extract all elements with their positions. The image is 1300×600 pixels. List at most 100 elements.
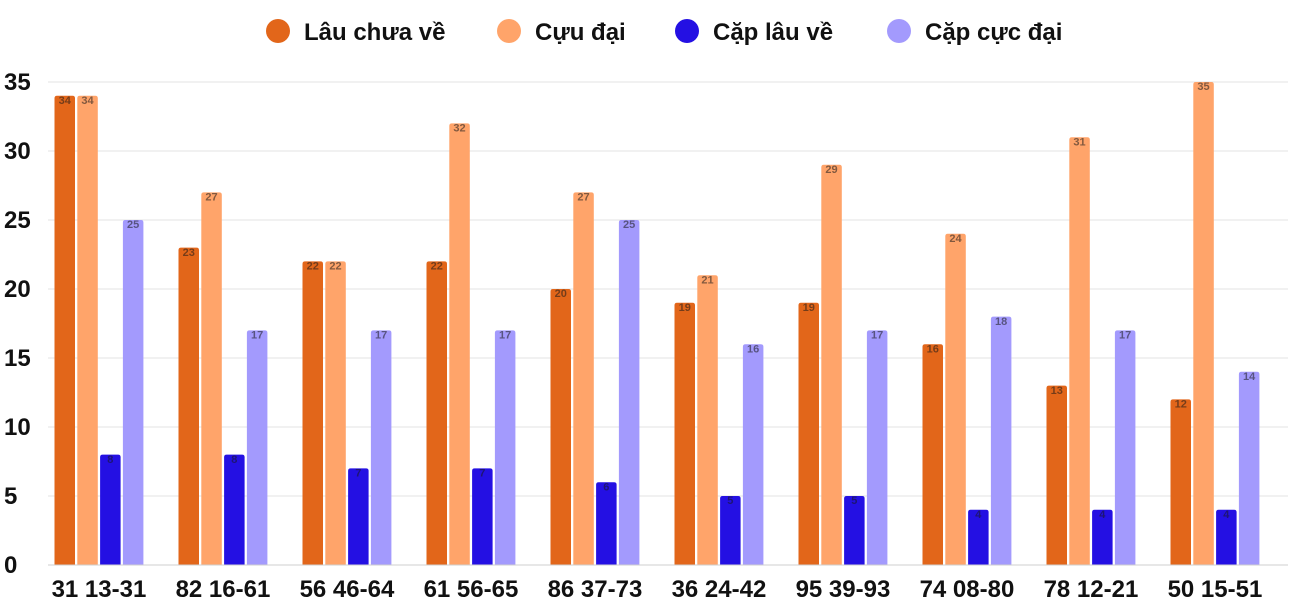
legend-item: Cặp cực đại: [887, 19, 1062, 46]
bar: [302, 261, 323, 565]
data-label: 16: [747, 343, 759, 355]
legend-item: Lâu chưa về: [266, 19, 445, 46]
bar: [1069, 137, 1090, 565]
bar: [742, 344, 764, 565]
x-tick-label: 31 13-31: [52, 576, 147, 600]
bar: [449, 123, 470, 566]
y-tick-label: 30: [4, 138, 31, 165]
bar: [1193, 82, 1214, 565]
legend-label: Cặp lâu về: [713, 19, 833, 46]
data-label: 25: [127, 219, 139, 231]
data-label: 21: [701, 274, 713, 286]
legend-swatch: [675, 19, 699, 43]
data-label: 35: [1197, 81, 1209, 93]
data-label: 25: [623, 219, 635, 231]
bar: [472, 468, 493, 565]
bar: [697, 275, 718, 565]
data-label: 27: [577, 192, 589, 204]
bar: [990, 316, 1012, 565]
data-label: 5: [851, 495, 857, 507]
data-label: 6: [603, 481, 609, 493]
data-label: 31: [1073, 136, 1085, 148]
data-label: 18: [995, 316, 1007, 328]
bar: [821, 164, 842, 566]
data-label: 17: [1119, 330, 1131, 342]
data-label: 8: [231, 454, 237, 466]
bar: [1238, 371, 1260, 565]
legend-item: Cựu đại: [497, 19, 626, 46]
data-label: 32: [453, 123, 465, 135]
data-label: 5: [727, 495, 733, 507]
x-tick-label: 61 56-65: [424, 576, 519, 600]
data-label: 27: [205, 192, 217, 204]
data-label: 4: [1223, 509, 1230, 521]
bar: [370, 330, 392, 565]
bar: [866, 330, 888, 565]
data-label: 34: [81, 95, 94, 107]
y-tick-label: 5: [4, 483, 17, 510]
data-label: 20: [555, 288, 567, 300]
data-label: 22: [307, 261, 319, 273]
data-label: 8: [107, 454, 113, 466]
legend-item: Cặp lâu về: [675, 19, 833, 46]
data-label: 17: [375, 330, 387, 342]
x-tick-label: 78 12-21: [1044, 576, 1139, 600]
x-tick-label: 50 15-51: [1168, 576, 1263, 600]
bar: [798, 302, 819, 565]
y-tick-label: 10: [4, 414, 31, 441]
bar: [494, 330, 516, 565]
bar: [348, 468, 369, 565]
legend-swatch: [887, 19, 911, 43]
bar: [426, 261, 447, 565]
bar: [922, 344, 943, 565]
grid: [48, 81, 1288, 497]
x-tick-label: 82 16-61: [176, 576, 271, 600]
bar: [246, 330, 268, 565]
bar: [968, 509, 989, 565]
data-label: 4: [975, 509, 982, 521]
bar: [1092, 509, 1113, 565]
legend-label: Cặp cực đại: [925, 19, 1062, 46]
bar: [720, 496, 741, 565]
data-label: 22: [431, 261, 443, 273]
data-label: 19: [803, 302, 815, 314]
bar: [1170, 399, 1191, 565]
x-tick-label: 36 24-42: [672, 576, 767, 600]
data-label: 23: [183, 247, 195, 259]
legend-swatch: [266, 19, 290, 43]
y-tick-label: 35: [4, 69, 31, 96]
data-label: 24: [949, 233, 962, 245]
bar: [573, 192, 594, 565]
y-tick-label: 15: [4, 345, 31, 372]
y-tick-label: 20: [4, 276, 31, 303]
legend-swatch: [497, 19, 521, 43]
y-tick-label: 0: [4, 552, 17, 579]
bar: [550, 289, 571, 565]
x-tick-label: 74 08-80: [920, 576, 1015, 600]
bar: [224, 454, 245, 565]
bar: [674, 302, 695, 565]
legend-label: Lâu chưa về: [304, 19, 445, 46]
legend: Lâu chưa về Cựu đại Cặp lâu về Cặp cực đại: [266, 19, 1062, 46]
data-label: 4: [1099, 509, 1106, 521]
bar: [1046, 385, 1067, 565]
bar: [844, 496, 865, 565]
data-label: 14: [1243, 371, 1256, 383]
bar: [596, 482, 617, 565]
bar: [201, 192, 222, 565]
bar: [178, 247, 199, 565]
y-tick-label: 25: [4, 207, 31, 234]
data-label: 12: [1175, 399, 1187, 411]
bar: [1216, 509, 1237, 565]
data-label: 34: [59, 95, 72, 107]
data-label: 17: [251, 330, 263, 342]
x-tick-label: 56 46-64: [300, 576, 395, 600]
data-label: 29: [825, 164, 837, 176]
data-label: 13: [1051, 385, 1063, 397]
data-label: 22: [329, 261, 341, 273]
bar: [325, 261, 346, 565]
bar: [1114, 330, 1136, 565]
